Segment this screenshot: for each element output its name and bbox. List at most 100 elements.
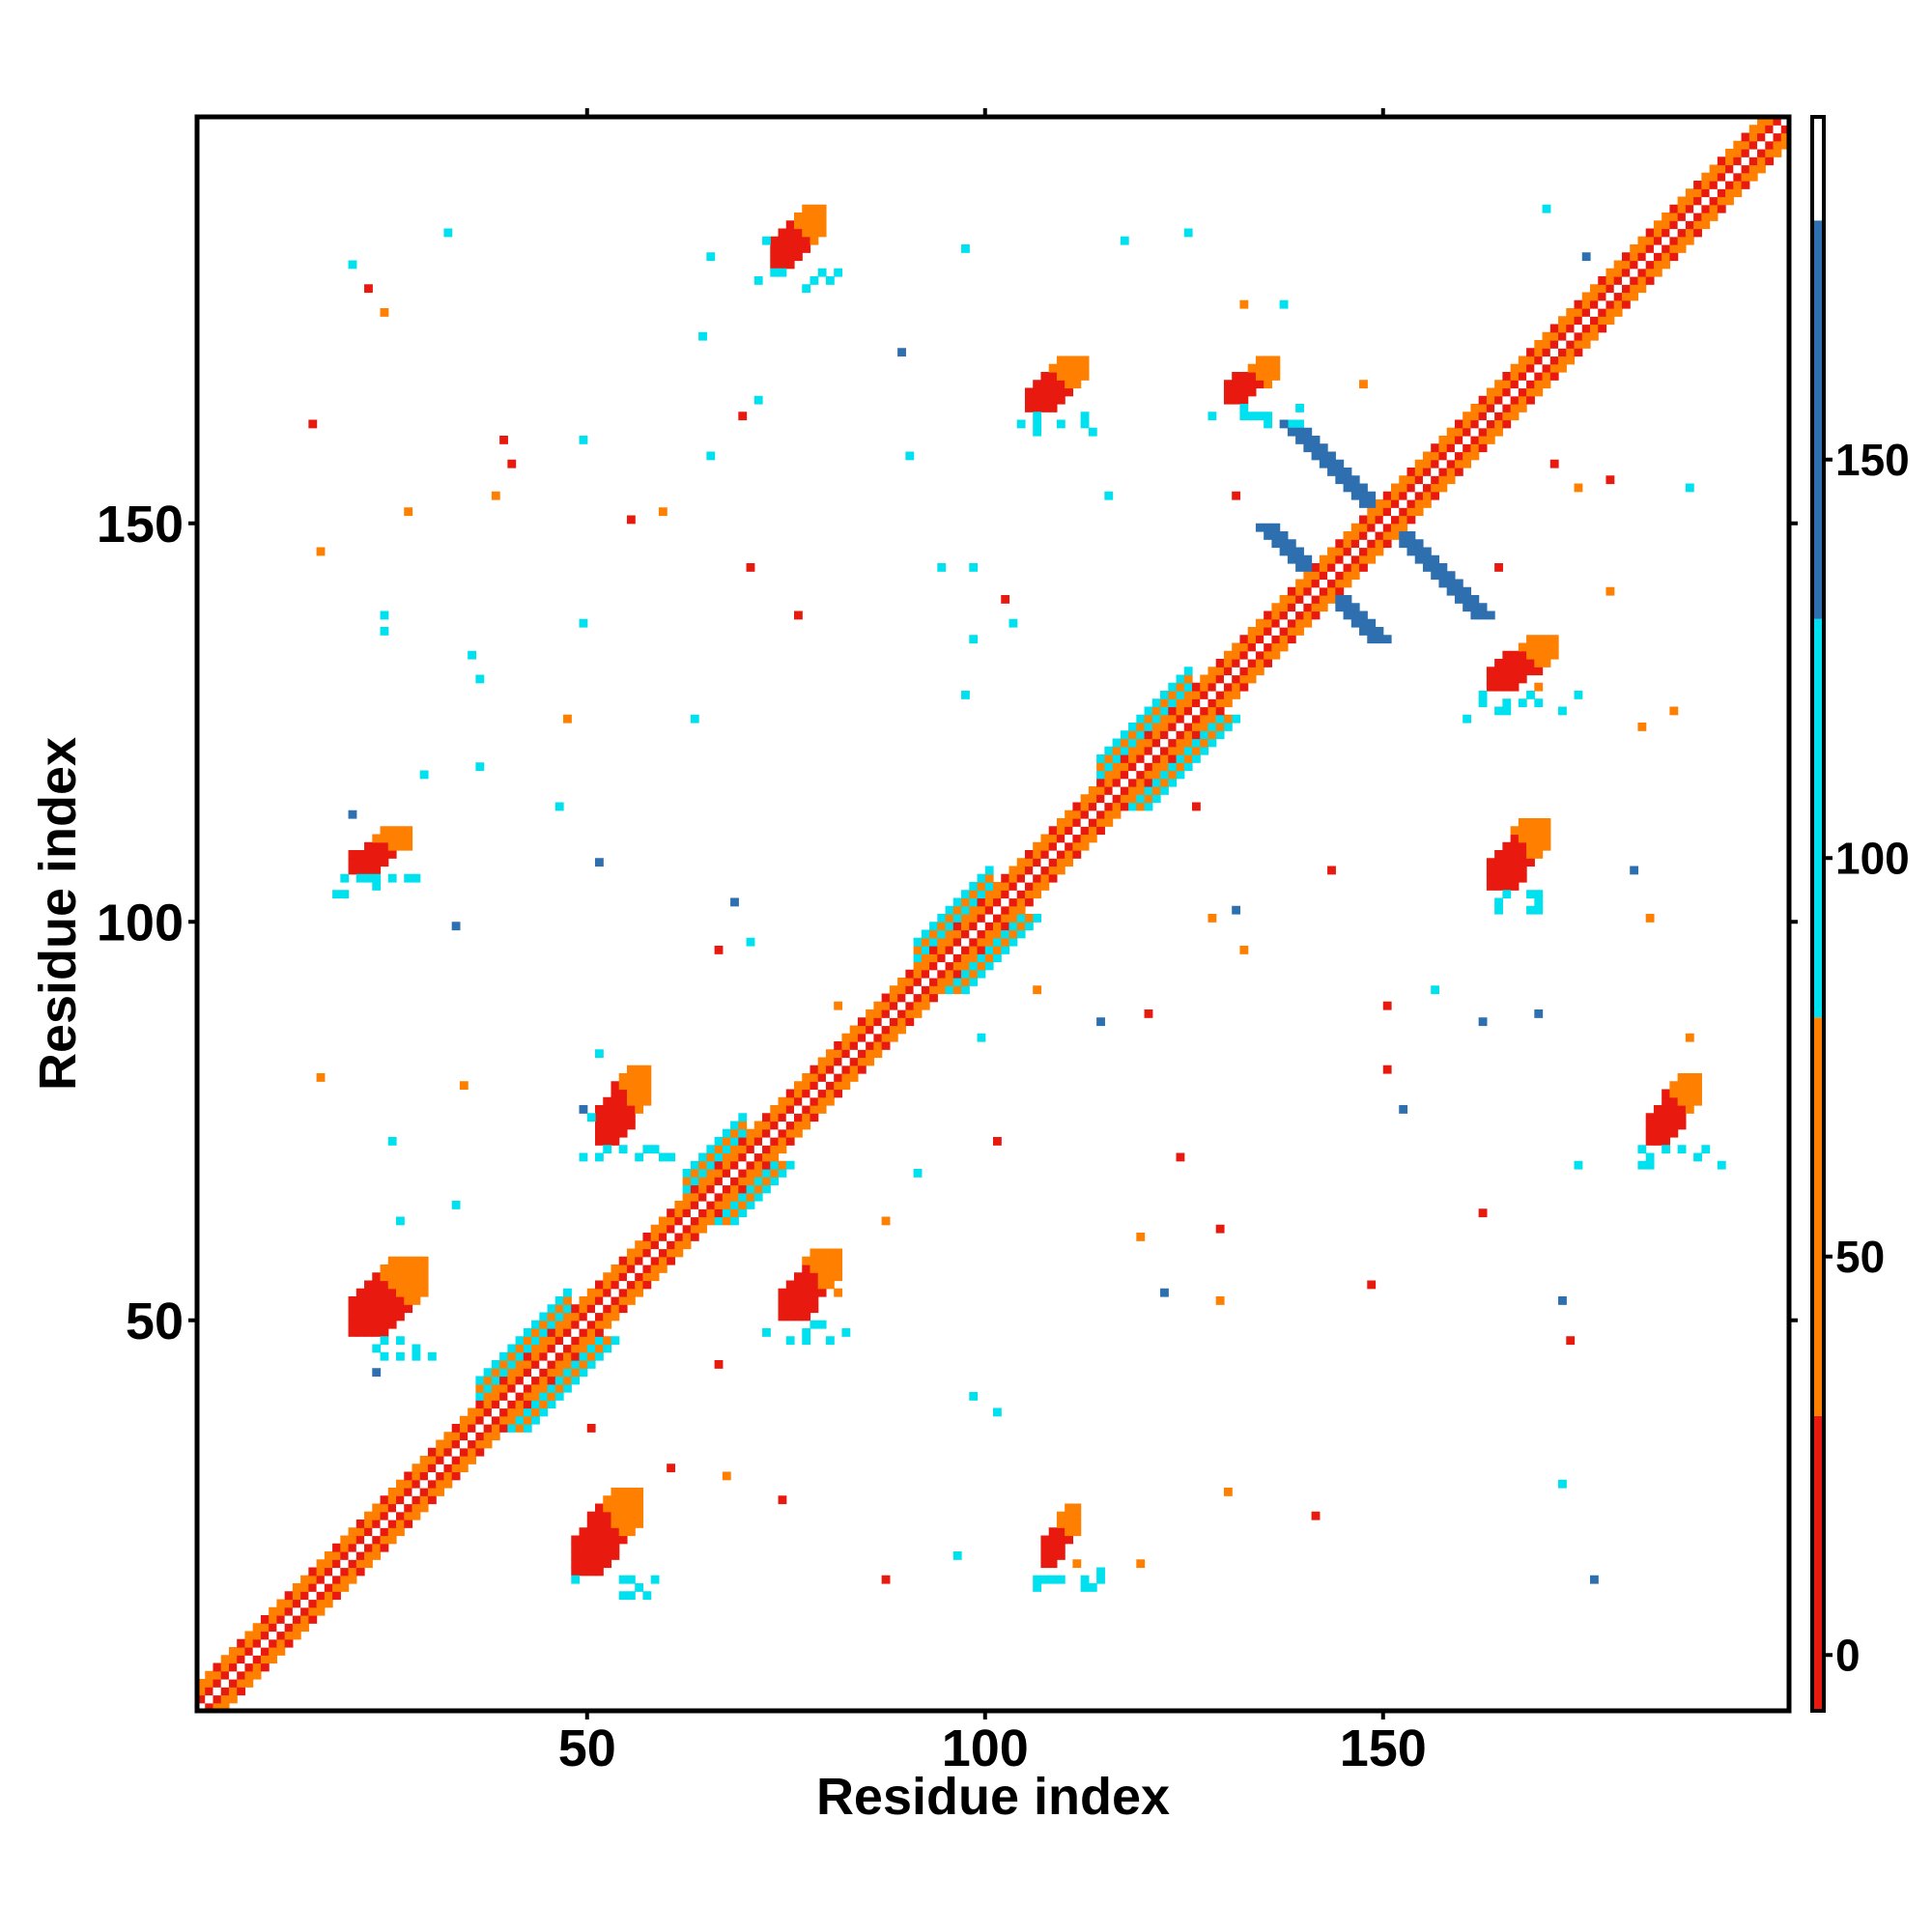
diagonal-cell	[1311, 586, 1321, 596]
diagonal-cell	[618, 1256, 628, 1265]
diagonal-cell	[1773, 125, 1782, 134]
cross-cell	[1359, 618, 1368, 628]
diagonal-cell	[841, 1057, 851, 1066]
diagonal-cell	[961, 946, 970, 954]
diagonal-cell	[1208, 738, 1217, 748]
diagonal-cell	[1765, 140, 1775, 150]
contact-cell	[1183, 228, 1193, 238]
diagonal-cell	[1414, 491, 1424, 500]
contact-cell	[626, 1121, 636, 1130]
diagonal-cell	[1748, 156, 1758, 166]
contact-cell	[1033, 380, 1042, 389]
diagonal-cell	[554, 1392, 564, 1401]
contact-cell	[1065, 355, 1073, 365]
contact-cell	[1662, 1145, 1670, 1154]
diagonal-cell	[1024, 914, 1034, 923]
diagonal-cell	[635, 1240, 644, 1250]
diagonal-cell	[1033, 914, 1042, 923]
contact-cell	[1662, 1128, 1670, 1138]
contact-cell	[841, 1328, 851, 1337]
cross-cell	[1327, 468, 1336, 476]
diagonal-cell	[1239, 650, 1249, 660]
contact-cell	[372, 850, 382, 859]
diagonal-cell	[372, 1511, 382, 1520]
diagonal-cell	[849, 1041, 859, 1050]
diagonal-cell	[753, 1169, 763, 1178]
diagonal-cell	[945, 985, 954, 995]
diagonal-cell	[1486, 412, 1495, 421]
diagonal-cell	[1192, 682, 1201, 692]
diagonal-cell	[1494, 412, 1503, 421]
diagonal-cell	[1431, 475, 1440, 485]
diagonal-cell	[730, 1201, 739, 1209]
diagonal-cell	[730, 1145, 739, 1154]
contact-cell	[404, 1256, 413, 1265]
diagonal-cell	[857, 1057, 867, 1066]
diagonal-cell	[1542, 380, 1551, 389]
contact-cell	[387, 1288, 397, 1297]
diagonal-cell	[1104, 778, 1114, 787]
diagonal-cell	[523, 1336, 532, 1346]
diagonal-cell	[1773, 117, 1782, 126]
diagonal-cell	[284, 1638, 294, 1648]
diagonal-cell	[1056, 841, 1065, 851]
contact-cell	[586, 1511, 596, 1520]
contact-cell	[1048, 380, 1058, 389]
diagonal-cell	[1630, 244, 1639, 253]
contact-cell	[586, 1535, 596, 1545]
cross-cell	[1303, 427, 1313, 437]
contact-cell	[1662, 1137, 1670, 1146]
diagonal-cell	[1192, 754, 1201, 763]
diagonal-cell	[1486, 395, 1495, 405]
contact-cell	[1486, 866, 1495, 875]
contact-cell	[603, 1543, 612, 1552]
diagonal-cell	[1478, 443, 1488, 453]
diagonal-cell	[866, 1025, 874, 1035]
contact-cell	[1494, 866, 1503, 875]
contact-cell	[364, 858, 373, 867]
diagonal-cell	[1414, 483, 1424, 493]
diagonal-cell	[1168, 723, 1178, 731]
contact-cell	[1239, 372, 1249, 381]
contact-cell	[1494, 850, 1503, 859]
diagonal-cell	[260, 1655, 270, 1664]
diagonal-cell	[1311, 579, 1321, 588]
diagonal-cell	[1056, 818, 1065, 827]
contact-cell	[412, 1256, 421, 1265]
diagonal-cell	[483, 1415, 493, 1425]
diagonal-cell	[945, 922, 954, 931]
contact-cell	[635, 1096, 644, 1106]
diagonal-cell	[778, 1105, 787, 1114]
diagonal-cell	[993, 946, 1002, 954]
diagonal-cell	[1208, 698, 1217, 708]
diagonal-cell	[952, 961, 962, 971]
diagonal-cell	[1725, 156, 1734, 166]
diagonal-cell	[770, 1137, 780, 1146]
diagonal-cell	[1072, 834, 1082, 843]
diagonal-cell	[674, 1208, 684, 1218]
diagonal-cell	[340, 1583, 350, 1592]
contact-cell	[563, 714, 572, 724]
diagonal-cell	[507, 1383, 517, 1393]
contact-cell	[650, 1145, 660, 1154]
diagonal-cell	[1136, 738, 1146, 748]
diagonal-cell	[1566, 331, 1576, 341]
diagonal-cell	[252, 1638, 262, 1648]
contact-cell	[1382, 1001, 1392, 1010]
diagonal-cell	[260, 1638, 270, 1648]
diagonal-cell	[1757, 117, 1766, 126]
contact-cell	[348, 1320, 357, 1329]
contact-cell	[794, 1272, 803, 1282]
cross-cell	[1414, 547, 1424, 556]
contact-cell	[1056, 1527, 1065, 1537]
diagonal-cell	[1526, 372, 1535, 381]
contact-cell	[603, 1096, 612, 1106]
diagonal-cell	[650, 1248, 660, 1258]
diagonal-cell	[993, 914, 1002, 923]
diagonal-cell	[1271, 603, 1281, 612]
diagonal-cell	[658, 1264, 668, 1273]
diagonal-cell	[753, 1128, 763, 1138]
diagonal-cell	[690, 1216, 699, 1226]
diagonal-cell	[1701, 220, 1711, 230]
diagonal-cell	[1040, 873, 1050, 883]
